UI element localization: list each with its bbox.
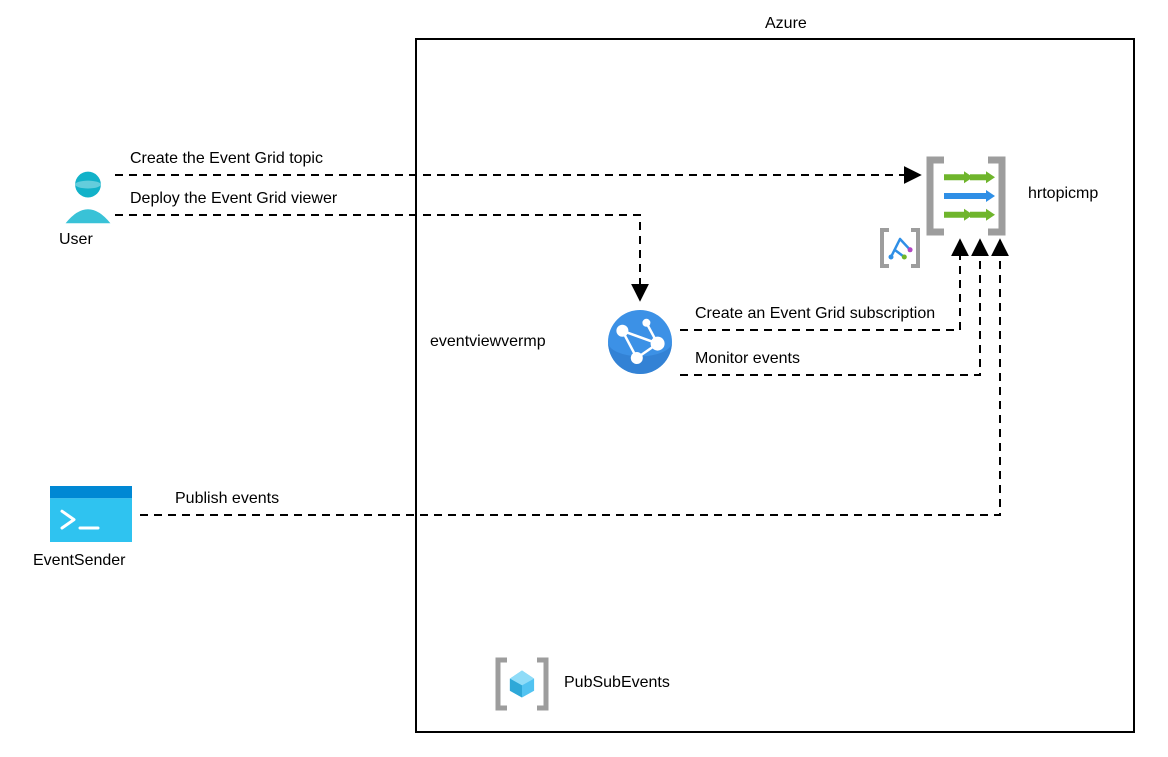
edge-label-deploy-viewer: Deploy the Event Grid viewer xyxy=(130,190,337,208)
pubsub-label: PubSubEvents xyxy=(564,674,670,692)
edge-label-create-topic: Create the Event Grid topic xyxy=(130,150,323,168)
azure-container xyxy=(415,38,1135,733)
diagram-stage: Azure User EventSender eventviewvermp hr… xyxy=(0,0,1168,757)
hrtopic-label: hrtopicmp xyxy=(1028,185,1098,203)
azure-title: Azure xyxy=(765,15,807,33)
edge-label-publish: Publish events xyxy=(175,490,279,508)
eventviewer-label: eventviewvermp xyxy=(430,333,546,351)
eventsender-label: EventSender xyxy=(33,552,126,570)
edge-label-create-sub: Create an Event Grid subscription xyxy=(695,305,935,323)
edge-label-monitor: Monitor events xyxy=(695,350,800,368)
user-label: User xyxy=(59,231,93,249)
